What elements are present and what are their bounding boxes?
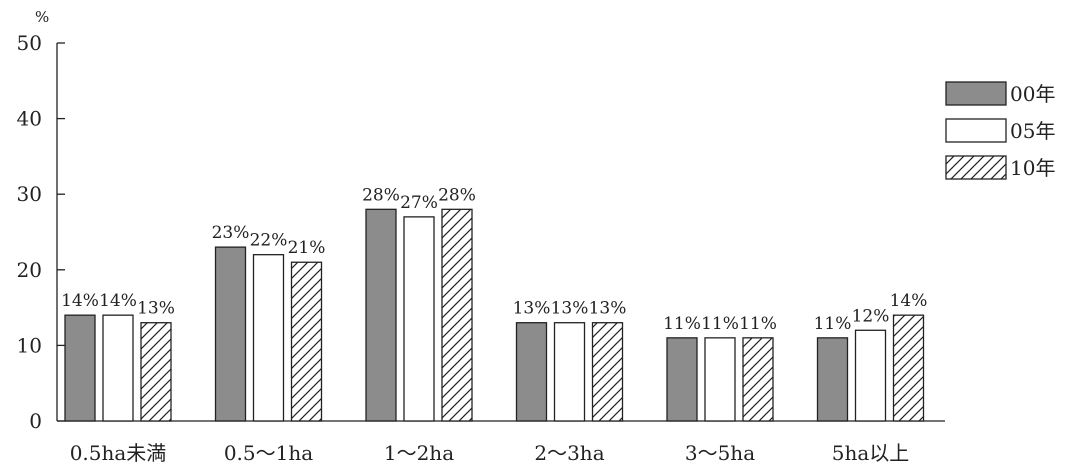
bar <box>441 208 473 422</box>
data-label: 13% <box>137 299 175 319</box>
x-category-label: 0.5ha未満 <box>70 441 167 465</box>
data-label: 13% <box>513 299 551 319</box>
x-category-label: 3〜5ha <box>685 441 755 465</box>
bar <box>742 337 774 422</box>
x-category-label: 1〜2ha <box>384 441 454 465</box>
bar <box>403 216 435 422</box>
data-label: 14% <box>890 291 928 311</box>
data-label: 28% <box>362 185 400 205</box>
y-tick-label: 40 <box>17 107 42 131</box>
bar <box>854 329 887 422</box>
data-label: 14% <box>99 291 137 311</box>
data-label: 12% <box>852 306 890 326</box>
data-label: 21% <box>288 238 326 258</box>
data-label: 13% <box>589 299 627 319</box>
bar <box>140 322 172 422</box>
data-label: 11% <box>814 314 852 334</box>
data-label: 13% <box>551 299 589 319</box>
bar <box>365 208 397 422</box>
x-axis: 0.5ha未満 0.5〜1ha 1〜2ha 2〜3ha 3〜5ha 5ha以上 <box>57 420 945 465</box>
bar <box>214 246 247 422</box>
data-label: 23% <box>212 223 250 243</box>
y-tick-label: 50 <box>17 31 42 55</box>
bar <box>666 337 698 422</box>
data-label: 11% <box>701 314 739 334</box>
data-labels: 14% 14% 13%23% 22% 21%28% 27% 28%13% 13% 13%11% 1… <box>61 185 927 334</box>
bars <box>64 208 925 422</box>
bar <box>64 314 96 422</box>
data-label: 27% <box>400 193 438 213</box>
legend: 00年 05年 10年 <box>945 81 1055 180</box>
data-label: 11% <box>663 314 701 334</box>
y-tick-label: 30 <box>17 182 42 206</box>
x-category-label: 2〜3ha <box>534 441 604 465</box>
y-tick-label: 10 <box>17 333 42 357</box>
y-axis: 0 10 20 30 40 50 <box>17 31 65 433</box>
legend-label: 00年 <box>1010 82 1055 106</box>
bar <box>892 314 925 422</box>
bar <box>553 322 586 422</box>
y-tick-label: 20 <box>17 258 42 282</box>
bar <box>252 254 285 422</box>
legend-swatch <box>945 155 1007 180</box>
bar <box>704 337 736 422</box>
x-category-label: 5ha以上 <box>832 441 910 465</box>
data-label: 14% <box>61 291 99 311</box>
legend-label: 05年 <box>1010 119 1055 143</box>
bar <box>591 322 624 422</box>
x-category-label: 0.5〜1ha <box>224 441 313 465</box>
bar <box>290 261 323 422</box>
bar <box>515 322 548 422</box>
legend-label: 10年 <box>1010 156 1055 180</box>
data-label: 11% <box>739 314 777 334</box>
legend-swatch <box>945 118 1007 143</box>
bar <box>816 337 849 422</box>
bar <box>102 314 134 422</box>
data-label: 28% <box>438 185 476 205</box>
legend-swatch <box>945 81 1007 106</box>
data-label: 22% <box>250 231 288 251</box>
y-axis-unit-label: % <box>35 8 49 26</box>
y-tick-label: 0 <box>29 409 42 433</box>
